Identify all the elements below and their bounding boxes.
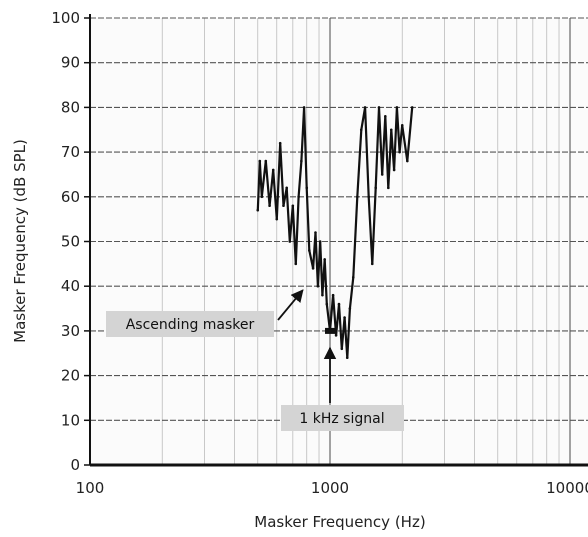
data-point — [297, 195, 300, 199]
y-tick-label: 50 — [61, 233, 80, 251]
ascending-masker-label-box — [106, 311, 274, 337]
ascending-masker-label: Ascending masker — [126, 317, 255, 333]
data-point — [359, 128, 363, 132]
data-point — [356, 195, 359, 199]
signal-label-box — [281, 405, 404, 431]
data-point — [325, 302, 329, 306]
data-point — [256, 208, 260, 212]
data-point — [294, 262, 298, 266]
y-tick-label: 30 — [61, 322, 80, 340]
data-point — [311, 267, 315, 270]
annotations: Ascending masker 1 kHz signal — [106, 289, 404, 431]
data-point — [271, 168, 275, 172]
data-point — [348, 307, 352, 310]
data-point — [377, 106, 381, 109]
x-axis-title: Masker Frequency (Hz) — [254, 513, 425, 531]
y-tick-label: 20 — [61, 367, 80, 385]
data-point — [258, 159, 262, 163]
data-point — [367, 195, 371, 199]
data-point — [370, 262, 374, 266]
y-axis-title: Masker Frequency (dB SPL) — [11, 139, 29, 343]
data-point — [316, 284, 320, 288]
y-tick-label: 90 — [61, 54, 80, 72]
data-point — [334, 334, 338, 337]
data-point — [387, 186, 390, 190]
data-point — [363, 106, 367, 109]
data-point — [398, 150, 401, 154]
data-point — [374, 186, 377, 190]
y-tick-label: 60 — [61, 188, 80, 206]
data-point — [345, 356, 349, 360]
data-point — [384, 115, 387, 118]
data-point — [337, 302, 341, 306]
data-point — [288, 240, 292, 243]
y-tick-label: 40 — [61, 277, 80, 295]
data-point — [300, 159, 303, 163]
data-point — [380, 173, 384, 176]
axes — [89, 14, 588, 467]
data-point — [318, 240, 322, 243]
tick-labels: 0 10 20 30 40 50 60 70 80 90 100 100 1000 10000 — [51, 9, 588, 497]
data-point — [268, 204, 271, 208]
data-point — [264, 159, 268, 163]
data-point — [282, 204, 285, 208]
x-tick-label: 10000 — [546, 479, 588, 497]
data-point — [395, 106, 399, 109]
y-tick-label: 70 — [61, 143, 80, 161]
y-tick-label: 10 — [61, 411, 80, 429]
data-point — [260, 195, 264, 199]
data-point — [351, 275, 355, 279]
data-point — [285, 186, 288, 190]
signal-marker — [325, 327, 335, 334]
data-point — [410, 106, 414, 109]
data-point — [392, 168, 396, 172]
signal-label: 1 kHz signal — [299, 411, 384, 427]
data-point — [321, 293, 324, 297]
y-tick-label: 100 — [51, 9, 80, 27]
grid — [89, 17, 588, 466]
x-tick-label: 100 — [76, 479, 105, 497]
y-tick-label: 0 — [70, 456, 80, 474]
data-point — [302, 106, 306, 109]
data-point — [323, 258, 326, 261]
data-point — [291, 204, 295, 208]
data-point — [305, 186, 309, 190]
data-point — [343, 316, 346, 319]
data-point — [331, 293, 335, 297]
data-point — [314, 231, 317, 234]
data-point — [389, 128, 393, 132]
x-tick-label: 1000 — [311, 479, 349, 497]
data-point — [340, 347, 344, 351]
data-point — [406, 159, 409, 163]
ascending-masker-arrow — [277, 289, 304, 321]
y-tick-label: 80 — [61, 98, 80, 116]
data-point — [308, 249, 311, 252]
data-point — [400, 123, 404, 127]
data-point — [278, 141, 282, 145]
data-point — [275, 217, 279, 221]
